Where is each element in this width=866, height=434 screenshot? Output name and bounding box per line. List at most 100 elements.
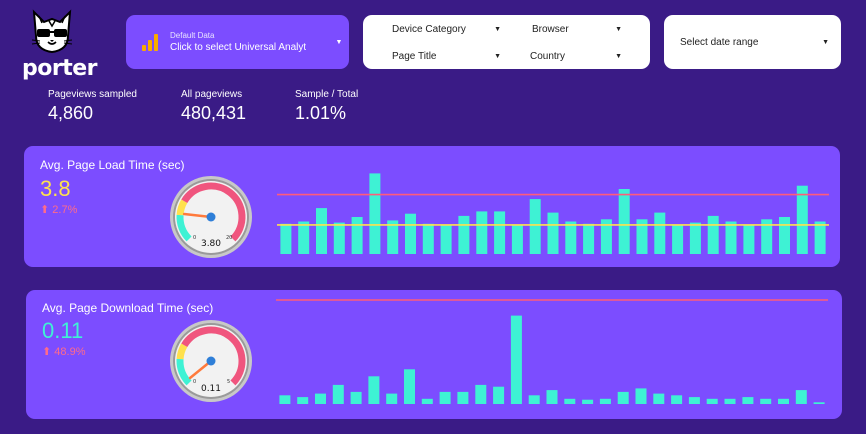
datasource-caption: Default Data [170, 30, 215, 40]
gauge-band-low [176, 358, 192, 386]
chart-bar [635, 388, 647, 404]
chart-bar [494, 211, 506, 254]
kpi-pageviews-sampled: Pageviews sampled 4,860 [48, 89, 137, 124]
chart-bar [511, 224, 523, 254]
chevron-down-icon: ▼ [335, 38, 343, 46]
gauge-needle [182, 212, 213, 219]
chart-bar [297, 397, 309, 404]
chevron-down-icon: ▼ [615, 52, 622, 60]
chart-bar [599, 398, 611, 404]
gauge-band-mid [176, 343, 188, 360]
chart-bar [689, 222, 701, 254]
chart-bar [778, 398, 789, 404]
chart-bar [795, 390, 807, 404]
chart-bar [671, 395, 683, 404]
cat-sunglasses-icon [31, 9, 73, 54]
chart-bar [688, 397, 700, 404]
datasource-selector[interactable]: Default Data Click to select Universal A… [126, 15, 349, 69]
load-time-bar-chart [277, 173, 829, 254]
datasource-label: Click to select Universal Analytics [170, 41, 306, 53]
kpi-value: 480,431 [181, 103, 247, 123]
card-title: Avg. Page Load Time (sec) [40, 158, 185, 172]
kpi-value: 4,860 [48, 103, 94, 123]
chevron-down-icon: ▼ [822, 38, 829, 46]
load-time-value: 3.8 [40, 176, 71, 201]
chart-bar [653, 393, 665, 404]
gauge-band-high [181, 326, 246, 386]
load-time-card: Avg. Page Load Time (sec) 3.8 ⬆ 2.7% 0 2… [24, 146, 840, 267]
filter-page-title[interactable]: Page Title ▼ [392, 49, 501, 63]
chart-bar [813, 402, 825, 404]
gauge-hub [206, 212, 216, 222]
download-time-delta: ⬆ 48.9% [42, 345, 85, 358]
filter-label: Page Title [392, 50, 437, 62]
chart-bar [600, 219, 612, 254]
chart-bar [405, 213, 416, 254]
load-time-delta: ⬆ 2.7% [40, 203, 77, 216]
chevron-down-icon: ▼ [615, 25, 622, 33]
chart-bar [814, 221, 826, 254]
chart-bar [368, 376, 380, 404]
chart-bar [707, 215, 719, 254]
chart-bar [333, 222, 345, 254]
chart-bar [421, 398, 433, 404]
chart-bar [315, 393, 326, 404]
chart-bar [672, 224, 684, 254]
chart-bar [796, 185, 808, 254]
kpi-label: Sample / Total [295, 89, 359, 100]
chart-bar [547, 212, 559, 254]
chart-bar [440, 224, 452, 254]
chevron-down-icon: ▼ [494, 52, 501, 60]
chart-bar [617, 391, 629, 404]
filter-country[interactable]: Country ▼ [530, 49, 622, 63]
download-time-gauge: 0 5 0.11 [170, 320, 252, 402]
delta-value: 48.9% [54, 346, 86, 358]
chart-bar [457, 391, 469, 404]
card-title: Avg. Page Download Time (sec) [42, 301, 214, 315]
chart-bar [422, 223, 434, 254]
filter-device-category[interactable]: Device Category ▼ [392, 22, 501, 36]
gauge-max-label: 20 [226, 235, 232, 241]
chart-bar [654, 212, 666, 254]
chart-bar [351, 217, 363, 254]
filter-label: Device Category [392, 23, 466, 35]
gauge-band-mid [176, 199, 188, 216]
download-time-bar-chart [276, 299, 828, 404]
chart-bar [350, 391, 362, 404]
chart-bar [743, 224, 755, 254]
gauge-max-label: 5 [227, 379, 230, 385]
chart-bar [779, 217, 790, 254]
filter-panel: Device Category ▼ Browser ▼ Page Title ▼… [363, 15, 650, 69]
filter-browser[interactable]: Browser ▼ [532, 22, 622, 36]
gauge-band-high [181, 182, 246, 242]
chart-bar [761, 219, 773, 254]
arrow-up-icon: ⬆ [42, 346, 52, 358]
chart-bar [618, 189, 630, 254]
chart-bar [510, 315, 522, 404]
gauge-hub [206, 356, 216, 366]
download-time-value: 0.11 [42, 318, 84, 343]
gauge-min-label: 0 [193, 379, 196, 385]
chart-bar [280, 223, 292, 254]
chart-bar [583, 223, 595, 254]
chart-bar [529, 199, 541, 254]
delta-value: 2.7% [52, 204, 78, 216]
filter-label: Browser [532, 23, 569, 35]
date-range-picker[interactable]: Select date range ▼ [664, 15, 841, 69]
chart-bar [636, 219, 648, 254]
filter-label: Country [530, 50, 566, 62]
kpi-label: All pageviews [181, 89, 243, 100]
gauge-band-low [176, 214, 192, 242]
chart-bar [476, 211, 488, 254]
load-time-gauge: 0 20 3.80 [170, 176, 252, 258]
chart-bar [387, 220, 399, 254]
chart-bar [742, 397, 754, 404]
kpi-value: 1.01% [295, 103, 347, 123]
chart-bar [475, 384, 487, 404]
chart-bar [369, 173, 381, 254]
gauge-value-label: 0.11 [201, 384, 221, 394]
chart-bar [386, 393, 398, 404]
chart-bar [564, 398, 576, 404]
kpi-all-pageviews: All pageviews 480,431 [181, 89, 246, 124]
chart-bar [298, 221, 310, 254]
